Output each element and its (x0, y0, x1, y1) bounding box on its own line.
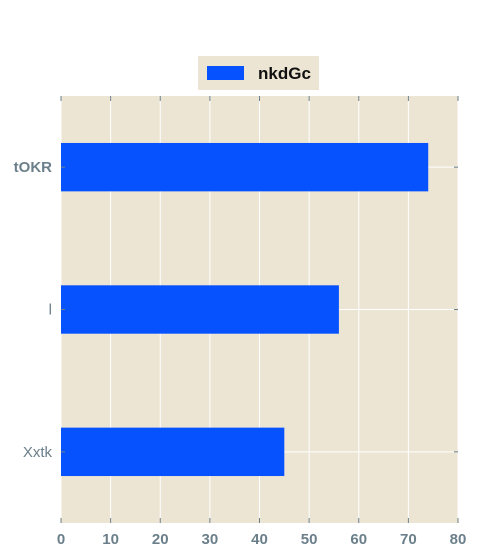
y-axis: tOKR l Xxtk (14, 159, 458, 461)
x-tick-label: 70 (400, 531, 417, 548)
y-tick-label: tOKR (14, 159, 52, 176)
x-tick-label: 0 (57, 531, 65, 548)
legend-label: nkdGc (258, 64, 311, 83)
x-axis: 0 10 20 30 40 50 60 70 80 (57, 96, 467, 548)
bar (61, 285, 339, 334)
y-tick-label: l (49, 302, 52, 319)
y-tick-label: Xxtk (23, 444, 53, 461)
x-tick-label: 20 (152, 531, 169, 548)
x-tick-label: 50 (301, 531, 318, 548)
x-tick-label: 80 (450, 531, 467, 548)
legend-swatch (207, 66, 244, 80)
legend: nkdGc (198, 56, 319, 90)
bar (61, 427, 285, 477)
bars (61, 142, 429, 477)
x-tick-label: 10 (102, 531, 119, 548)
x-tick-label: 40 (251, 531, 268, 548)
bar (61, 142, 429, 192)
x-tick-label: 30 (202, 531, 219, 548)
x-tick-label: 60 (350, 531, 367, 548)
